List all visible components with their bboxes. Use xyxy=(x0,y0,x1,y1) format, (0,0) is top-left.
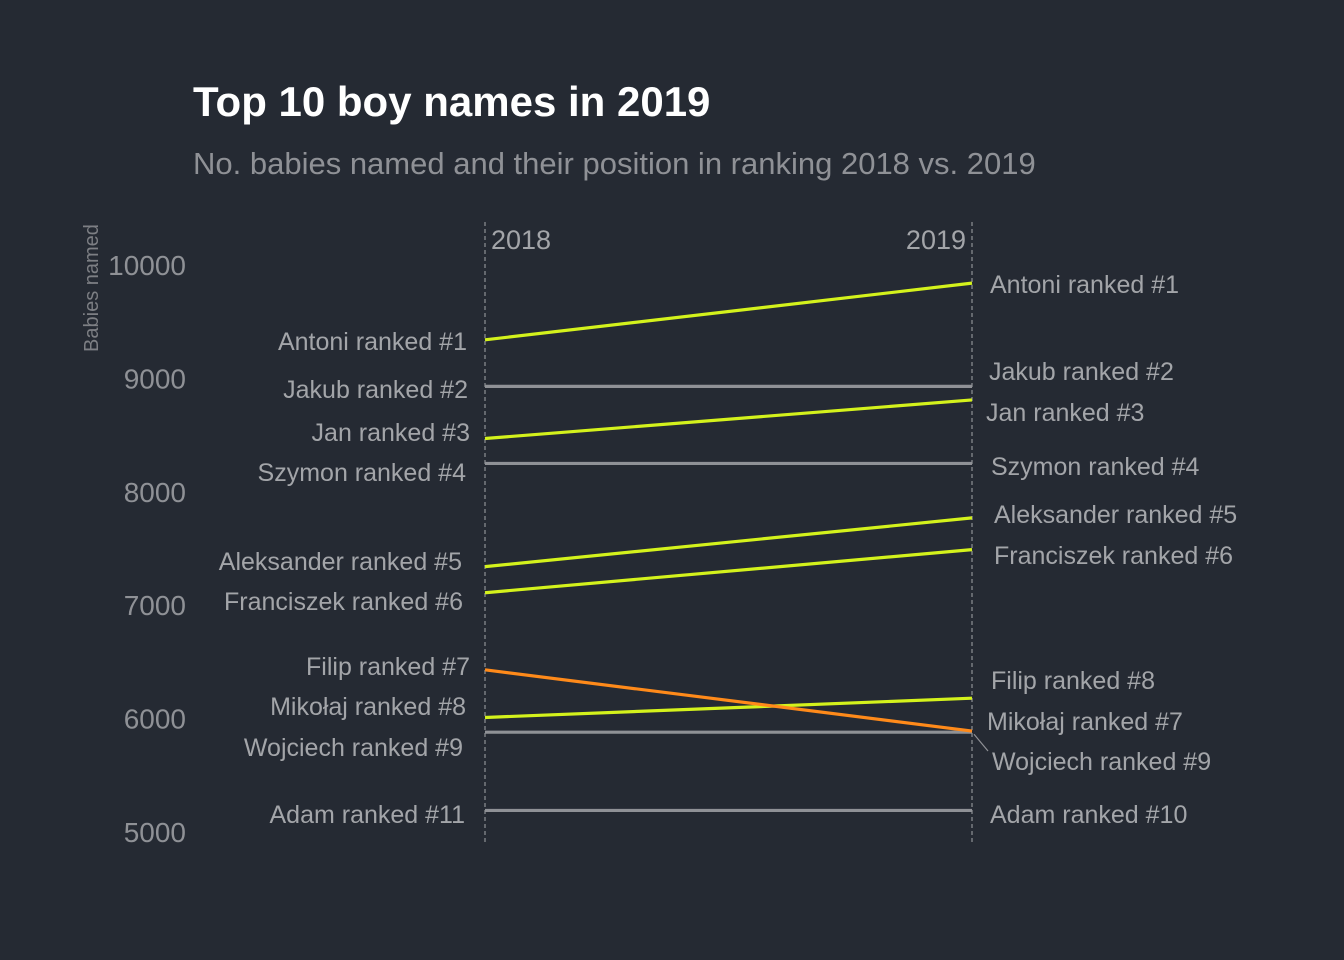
label-2018-franciszek: Franciszek ranked #6 xyxy=(224,588,463,616)
series-line-franciszek xyxy=(484,548,973,595)
label-2019-mikołaj: Mikołaj ranked #7 xyxy=(987,708,1183,736)
label-2018-antoni: Antoni ranked #1 xyxy=(278,328,467,356)
label-2018-jakub: Jakub ranked #2 xyxy=(283,376,468,404)
label-2019-filip: Filip ranked #8 xyxy=(991,667,1155,695)
label-2018-wojciech: Wojciech ranked #9 xyxy=(244,734,463,762)
x-label-2018: 2018 xyxy=(491,225,551,255)
y-tick-label: 7000 xyxy=(124,590,186,621)
label-2018-aleksander: Aleksander ranked #5 xyxy=(219,548,462,576)
label-2018-mikołaj: Mikołaj ranked #8 xyxy=(270,693,466,721)
label-2019-franciszek: Franciszek ranked #6 xyxy=(994,542,1233,570)
series-lines xyxy=(484,281,973,813)
label-leader-wojciech xyxy=(973,733,989,752)
label-2019-aleksander: Aleksander ranked #5 xyxy=(994,501,1237,529)
label-2018-szymon: Szymon ranked #4 xyxy=(258,459,467,487)
y-tick-label: 10000 xyxy=(108,250,186,281)
chart-title: Top 10 boy names in 2019 xyxy=(193,78,710,125)
y-axis-label: Babies named xyxy=(81,224,103,352)
series-line-mikołaj xyxy=(484,696,973,720)
label-2019-wojciech: Wojciech ranked #9 xyxy=(992,748,1211,776)
label-2018-filip: Filip ranked #7 xyxy=(306,653,470,681)
label-2018-adam: Adam ranked #11 xyxy=(270,801,466,829)
year-axes: 2018 2019 xyxy=(484,222,973,842)
x-label-2019: 2019 xyxy=(906,225,966,255)
label-2019-adam: Adam ranked #10 xyxy=(990,801,1187,829)
y-tick-label: 8000 xyxy=(124,477,186,508)
label-2019-szymon: Szymon ranked #4 xyxy=(991,453,1200,481)
series-labels: Antoni ranked #1 Antoni ranked #1 Jakub ra… xyxy=(219,271,1237,829)
series-line-aleksander xyxy=(484,516,973,569)
label-2019-jakub: Jakub ranked #2 xyxy=(989,358,1174,386)
chart-subtitle: No. babies named and their position in r… xyxy=(193,146,1036,181)
y-ticks: 10000 9000 8000 7000 6000 5000 xyxy=(108,250,186,848)
series-line-filip xyxy=(484,668,973,733)
label-2018-jan: Jan ranked #3 xyxy=(312,419,470,447)
y-tick-label: 5000 xyxy=(124,817,186,848)
series-line-antoni xyxy=(484,281,973,342)
series-line-jan xyxy=(484,398,973,441)
label-2019-antoni: Antoni ranked #1 xyxy=(990,271,1179,299)
label-2019-jan: Jan ranked #3 xyxy=(986,399,1144,427)
y-tick-label: 9000 xyxy=(124,363,186,394)
y-tick-label: 6000 xyxy=(124,704,186,735)
